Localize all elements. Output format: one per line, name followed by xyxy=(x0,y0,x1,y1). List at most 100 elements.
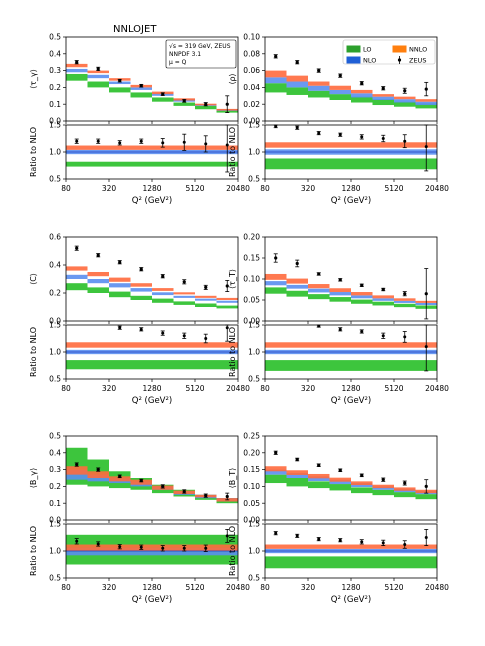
nnlo-band xyxy=(173,292,195,295)
data-point xyxy=(274,54,278,58)
xtick-label: 20480 xyxy=(226,583,250,592)
nlo-band xyxy=(66,469,88,480)
nnlo-band xyxy=(329,477,351,482)
nlo-band xyxy=(394,99,416,103)
nnlo-band xyxy=(265,70,287,78)
ytick-label: 0.4 xyxy=(49,261,61,270)
lo-band xyxy=(265,83,287,93)
data-point xyxy=(96,253,100,257)
data-point xyxy=(360,473,364,477)
panel-1: 0.0 0.1 0.2 0.3 0.4 0.5 ⟨τ_γ⟩ 0.5 1.0 1.5 Ratio to… xyxy=(29,33,250,206)
nlo-band xyxy=(66,274,88,279)
ytick-label: 0.06 xyxy=(243,66,260,75)
nnlo-band xyxy=(216,297,238,300)
nnlo-band xyxy=(87,471,109,478)
ytick-label: 0.4 xyxy=(49,49,61,58)
ytick-label: 0.05 xyxy=(243,499,260,508)
nlo-band xyxy=(265,469,287,475)
ratio-data-point xyxy=(118,545,122,549)
nnlo-band xyxy=(87,70,109,74)
info-line: √s = 319 GeV, ZEUS xyxy=(169,43,231,50)
ratio-NNLO-band xyxy=(66,342,238,348)
ratio-data-point xyxy=(96,542,100,546)
xtick-label: 5120 xyxy=(185,583,204,592)
xtick-label: 20480 xyxy=(425,583,449,592)
ratio-ytick-label: 1.5 xyxy=(248,520,260,529)
lo-band xyxy=(415,494,437,500)
legend-marker xyxy=(397,58,402,62)
xtick-label: 1280 xyxy=(341,583,360,592)
ratio-ytick-label: 1.0 xyxy=(49,547,61,556)
data-point xyxy=(381,478,385,482)
nnlo-band xyxy=(329,288,351,293)
nlo-band xyxy=(351,483,373,488)
ratio-y-axis-label: Ratio to NLO xyxy=(228,127,237,177)
ytick-label: 0.10 xyxy=(243,275,260,284)
data-point xyxy=(424,484,428,488)
data-point xyxy=(360,81,364,85)
ytick-label: 0.10 xyxy=(243,33,260,42)
nlo-band xyxy=(173,295,195,298)
lo-band xyxy=(286,290,308,297)
data-point xyxy=(161,484,165,488)
ratio-y-axis-label: Ratio to NLO xyxy=(228,526,237,576)
ratio-data-point xyxy=(161,331,165,335)
lo-band xyxy=(87,81,109,88)
panels: 0.0 0.1 0.2 0.3 0.4 0.5 ⟨τ_γ⟩ 0.5 1.0 1.5 Ratio to… xyxy=(29,33,449,605)
nlo-band xyxy=(87,74,109,79)
lo-band xyxy=(195,105,217,110)
ytick-label: 0.1 xyxy=(49,100,61,109)
data-point xyxy=(204,102,208,106)
lo-band xyxy=(372,301,394,306)
ytick-label: 0.20 xyxy=(243,448,260,457)
ratio-ytick-label: 1.0 xyxy=(248,547,260,556)
ratio-data-point xyxy=(139,327,143,331)
y-axis-label: ⟨ρ⟩ xyxy=(228,73,237,84)
nnlo-band xyxy=(308,473,330,479)
x-axis-label: Q² (GeV²) xyxy=(331,595,371,605)
nlo-band xyxy=(286,81,308,88)
data-point xyxy=(139,267,143,271)
xtick-label: 80 xyxy=(260,384,270,393)
ratio-ytick-label: 0.5 xyxy=(248,574,260,583)
ratio-ytick-label: 1.5 xyxy=(49,321,61,330)
xtick-label: 320 xyxy=(301,184,316,193)
ratio-y-axis-label: Ratio to NLO xyxy=(29,327,38,377)
xtick-label: 5120 xyxy=(384,184,403,193)
legend-swatch-lo xyxy=(346,45,361,53)
ytick-label: 0.2 xyxy=(49,482,61,491)
lo-band xyxy=(286,87,308,95)
xtick-label: 80 xyxy=(61,184,71,193)
lo-band xyxy=(286,478,308,487)
ytick-label: 0.20 xyxy=(243,233,260,242)
nnlo-band xyxy=(66,466,88,475)
nnlo-band xyxy=(66,266,88,271)
nlo-band xyxy=(286,284,308,289)
nlo-band xyxy=(265,281,287,286)
y-axis-label: ⟨B_T⟩ xyxy=(228,468,237,489)
data-point xyxy=(204,494,208,498)
xtick-label: 5120 xyxy=(185,384,204,393)
ratio-data-point xyxy=(403,335,407,339)
ratio-NNLO-band xyxy=(66,145,238,150)
data-point xyxy=(295,261,299,266)
lo-band xyxy=(351,487,373,494)
ratio-LO-band xyxy=(265,158,437,170)
ratio-data-point xyxy=(182,546,186,550)
ytick-label: 0.2 xyxy=(49,83,61,92)
lo-band xyxy=(265,287,287,294)
data-point xyxy=(295,60,299,64)
lo-band xyxy=(351,96,373,103)
ratio-LO-band xyxy=(265,360,437,371)
ratio-data-point xyxy=(360,135,364,139)
ytick-label: 0.15 xyxy=(243,254,260,263)
xtick-label: 20480 xyxy=(425,184,449,193)
ratio-LO-band xyxy=(66,360,238,370)
legend-box xyxy=(342,39,436,65)
ratio-data-point xyxy=(360,329,364,333)
ratio-LO-band xyxy=(66,161,238,167)
xtick-label: 80 xyxy=(61,384,71,393)
data-point xyxy=(161,274,165,278)
ratio-data-point xyxy=(96,139,100,143)
